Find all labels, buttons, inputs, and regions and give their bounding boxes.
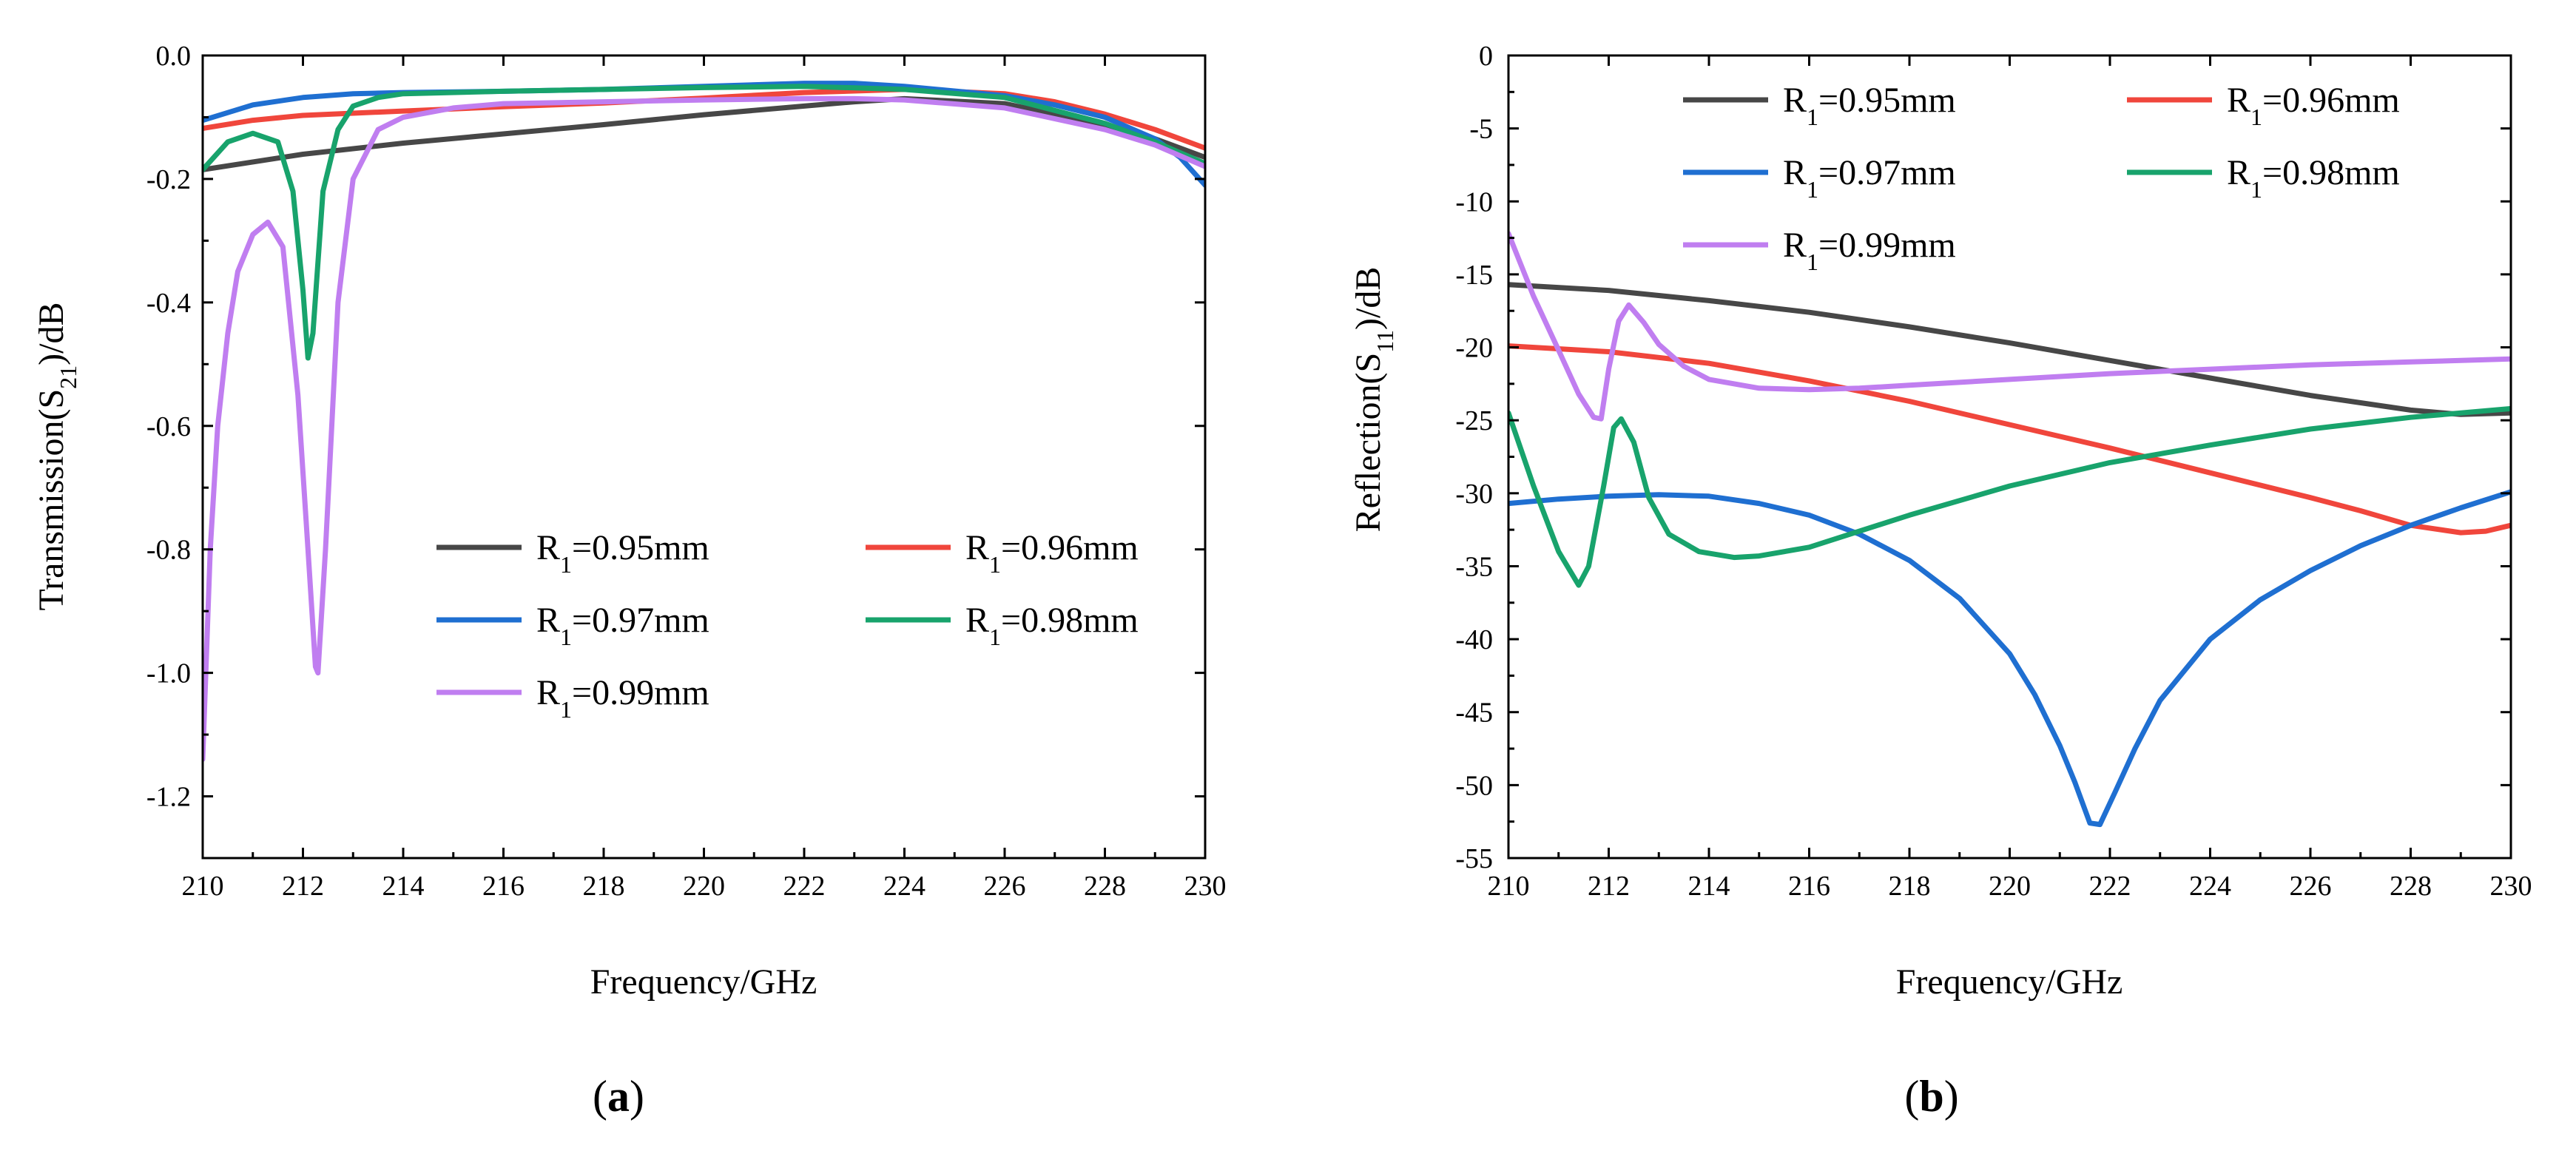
x-tick-label: 212: [282, 871, 324, 902]
x-tick-label: 230: [1184, 871, 1227, 902]
legend-label: R1=0.99mm: [536, 673, 709, 723]
x-tick-label: 210: [1488, 871, 1530, 902]
y-tick-label: -1.0: [146, 658, 191, 689]
legend-label: R1=0.99mm: [1783, 226, 1956, 275]
y-tick-label: 0: [1479, 41, 1493, 72]
x-tick-label: 222: [783, 871, 826, 902]
y-tick-label: -35: [1455, 551, 1493, 582]
y-tick-label: -1.2: [146, 782, 191, 813]
legend-label: R1=0.96mm: [2227, 81, 2400, 130]
legend-label: R1=0.96mm: [965, 528, 1139, 578]
x-tick-label: 226: [2290, 871, 2332, 902]
legend-label: R1=0.97mm: [1783, 153, 1956, 203]
series-line-0.96: [203, 87, 1205, 151]
panel-a-ticks: 210 212 214 216 218 220 222 224 226 228 230 0.0 -0.2…: [146, 41, 1227, 902]
x-tick-label: 216: [482, 871, 525, 902]
y-tick-label: -20: [1455, 333, 1493, 364]
series-line-0.99: [1508, 231, 2511, 422]
panel-a-y-axis-label: Transmission(S21)/dB: [32, 303, 81, 611]
series-line-0.97: [1508, 489, 2511, 828]
panel-a-legend: R1=0.95mm R1=0.96mm R1=0.97mm R1=0.98mm R1=0…: [436, 528, 1139, 723]
series-line-0.95: [1508, 282, 2511, 417]
panel-a-curves: [203, 81, 1205, 762]
legend-item: R1=0.97mm: [436, 601, 709, 650]
legend-item: R1=0.98mm: [2127, 153, 2400, 203]
legend-label: R1=0.95mm: [1783, 81, 1956, 130]
y-tick-label: -30: [1455, 479, 1493, 510]
panel-b-curves: [1508, 231, 2511, 828]
y-tick-label: -0.8: [146, 535, 191, 566]
y-tick-label: -40: [1455, 624, 1493, 655]
panel-a-x-axis-label: Frequency/GHz: [590, 962, 817, 1002]
legend-label: R1=0.98mm: [965, 601, 1139, 650]
series-line-0.97: [203, 81, 1205, 188]
legend-item: R1=0.95mm: [1683, 81, 1956, 130]
x-tick-label: 220: [683, 871, 725, 902]
series-line-0.99: [203, 95, 1205, 762]
y-tick-label: -50: [1455, 770, 1493, 801]
y-tick-label: -15: [1455, 260, 1493, 291]
series-line-0.98: [203, 84, 1205, 361]
legend-label: R1=0.97mm: [536, 601, 709, 650]
y-tick-label: -55: [1455, 843, 1493, 874]
x-tick-label: 230: [2490, 871, 2532, 902]
panel-b-ticks: 210 212 214 216 218 220 222 224 226 228 230 0 -5 -10 -…: [1455, 41, 2532, 902]
y-tick-label: -5: [1469, 114, 1493, 145]
x-tick-label: 214: [382, 871, 425, 902]
x-tick-label: 220: [1989, 871, 2031, 902]
y-tick-label: -25: [1455, 405, 1493, 436]
legend-item: R1=0.98mm: [866, 601, 1139, 650]
y-tick-label: -0.6: [146, 411, 191, 442]
legend-label: R1=0.95mm: [536, 528, 709, 578]
x-tick-label: 226: [984, 871, 1026, 902]
x-tick-label: 222: [2089, 871, 2131, 902]
panel-b-legend: R1=0.95mm R1=0.96mm R1=0.97mm R1=0.98mm R1=0…: [1683, 81, 2400, 275]
x-tick-label: 216: [1788, 871, 1830, 902]
y-tick-label: -45: [1455, 698, 1493, 729]
y-tick-label: -10: [1455, 186, 1493, 217]
y-tick-label: -0.4: [146, 288, 191, 319]
x-tick-label: 218: [583, 871, 625, 902]
legend-item: R1=0.96mm: [2127, 81, 2400, 130]
legend-item: R1=0.95mm: [436, 528, 709, 578]
panel-b-caption: (b): [1904, 1072, 1958, 1121]
panel-b-x-axis-label: Frequency/GHz: [1896, 962, 2123, 1002]
x-tick-label: 210: [182, 871, 224, 902]
legend-item: R1=0.99mm: [1683, 226, 1956, 275]
legend-item: R1=0.99mm: [436, 673, 709, 723]
panel-b: 210 212 214 216 218 220 222 224 226 228 230 0 -5 -10 -…: [1349, 41, 2532, 1121]
panel-a-caption: (a): [593, 1072, 644, 1121]
x-tick-label: 228: [1084, 871, 1126, 902]
legend-item: R1=0.97mm: [1683, 153, 1956, 203]
x-tick-label: 224: [883, 871, 925, 902]
series-line-0.98: [1508, 405, 2511, 588]
x-tick-label: 214: [1688, 871, 1730, 902]
series-line-0.96: [1508, 343, 2511, 536]
legend-item: R1=0.96mm: [866, 528, 1139, 578]
y-tick-label: 0.0: [156, 41, 192, 72]
x-tick-label: 228: [2390, 871, 2432, 902]
legend-label: R1=0.98mm: [2227, 153, 2400, 203]
x-tick-label: 212: [1588, 871, 1630, 902]
x-tick-label: 218: [1889, 871, 1931, 902]
panel-b-y-axis-label: Reflection(S11)/dB: [1349, 267, 1398, 533]
x-tick-label: 224: [2189, 871, 2231, 902]
y-tick-label: -0.2: [146, 164, 191, 195]
panel-a: 210 212 214 216 218 220 222 224 226 228 230 0.0 -0.2…: [32, 41, 1227, 1121]
